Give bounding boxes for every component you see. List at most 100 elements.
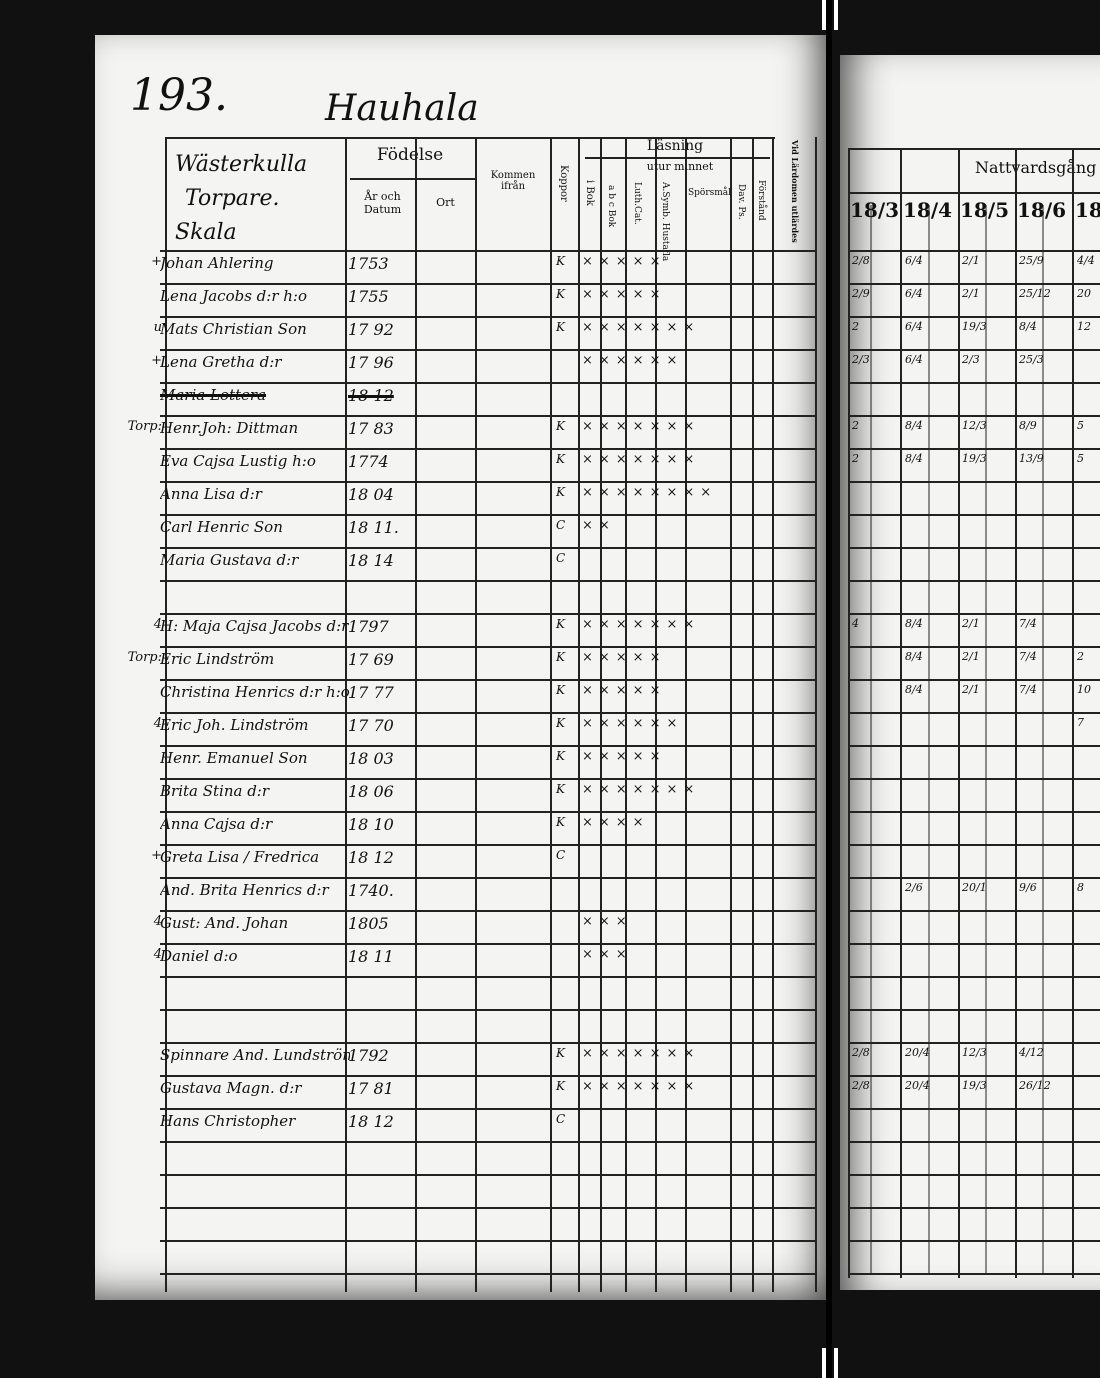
ruling-line [848,811,1100,813]
ruling-line [600,137,602,1292]
person-name: Maria Gustava d:r [160,551,299,569]
ruling-line [848,1174,1100,1176]
birth-year: 18 12 [348,848,394,867]
reading-marks: ××××× [582,683,667,698]
birth-year: 17 69 [348,650,394,669]
ruling-line [958,148,960,1278]
header-fodelse: Födelse [376,145,444,165]
reading-marks: ×××××××× [582,485,718,500]
ruling-line [900,148,902,1278]
birth-year: 18 04 [348,485,394,504]
ruling-line [160,1207,815,1209]
ruling-line [160,349,815,351]
smallpox-mark: K [556,617,565,631]
ruling-line [848,514,1100,516]
ruling-line [848,580,1100,582]
communion-entry: 26/12 [1019,1079,1051,1092]
person-name: Christina Henrics d:r h:o [160,683,350,701]
communion-entry: 2/1 [962,287,980,300]
ruling-line [625,137,627,1292]
ruling-line [848,1273,1100,1275]
margin-note: + [151,848,162,863]
smallpox-mark: K [556,287,565,301]
person-name: Carl Henric Son [160,518,283,536]
communion-entry: 19/3 [962,320,987,333]
margin-note: Torp: [127,650,162,665]
communion-entry: 5 [1077,419,1084,432]
smallpox-mark: K [556,683,565,697]
communion-entry: 13/9 [1019,452,1044,465]
ruling-line [848,148,1100,150]
ruling-line [848,1108,1100,1110]
reading-marks: ××× [582,947,633,962]
ruling-line [160,943,815,945]
person-name: And. Brita Henrics d:r [160,881,329,899]
birth-year: 17 96 [348,353,394,372]
ruling-line [752,137,754,1292]
ruling-line [655,137,657,1292]
communion-entry: 12/3 [962,1046,987,1059]
ruling-line [848,679,1100,681]
smallpox-mark: K [556,254,565,268]
communion-entry: 9/6 [1019,881,1037,894]
header-kommen: Kommen ifrån [490,170,536,192]
ruling-line [160,745,815,747]
person-name: Gustava Magn. d:r [160,1079,302,1097]
ruling-line [160,1009,815,1011]
place-title: Hauhala [325,88,479,129]
communion-entry: 8/4 [905,650,923,663]
smallpox-mark: K [556,320,565,334]
person-name: Mats Christian Son [160,320,307,338]
ruling-line [160,1075,815,1077]
ruling-line [350,178,475,180]
household-line: Wästerkulla [175,152,308,177]
person-name: Daniel d:o [160,947,238,965]
communion-entry: 5 [1077,452,1084,465]
ruling-line [848,283,1100,285]
ruling-line [160,976,815,978]
communion-entry: 19/3 [962,452,987,465]
communion-entry: 2/1 [962,683,980,696]
reading-marks: ××××× [582,287,667,302]
person-name: Greta Lisa / Fredrica [160,848,320,866]
ruling-line [160,811,815,813]
communion-entry: 25/3 [1019,353,1044,366]
ruling-line [870,205,872,1275]
communion-entry: 6/4 [905,353,923,366]
ruling-line [848,448,1100,450]
ruling-line [160,316,815,318]
communion-year-header: 18/5 [960,198,1009,222]
communion-entry: 2/3 [962,353,980,366]
smallpox-mark: C [556,518,566,532]
person-name: Eric Lindström [160,650,275,668]
reading-marks: ××××× [582,749,667,764]
ruling-line [160,910,815,912]
birth-year: 18 10 [348,815,394,834]
ruling-line [848,613,1100,615]
communion-entry: 7/4 [1019,683,1037,696]
ruling-line [165,137,775,139]
ruling-line [160,481,815,483]
person-name: H: Maja Cajsa Jacobs d:r [160,617,349,635]
ruling-line [1015,148,1017,1278]
birth-year: 1805 [348,914,389,933]
communion-entry: 19/3 [962,1079,987,1092]
reading-marks: ×× [582,518,616,533]
header-a-symb: A.Symb. Hustafla [660,182,670,262]
ruling-line [160,1141,815,1143]
communion-entry: 2/1 [962,617,980,630]
header-luth-cat: Luth.Cat. [632,182,642,225]
birth-year: 1740. [348,881,394,900]
communion-entry: 2/3 [852,353,870,366]
person-name: Anna Lisa d:r [160,485,262,503]
ruling-line [848,745,1100,747]
ruling-line [848,415,1100,417]
birth-year: 17 77 [348,683,394,702]
reading-marks: ××××××× [582,1079,701,1094]
ruling-line [160,547,815,549]
page-number: 193. [130,70,228,121]
ruling-line [848,646,1100,648]
ruling-line [848,943,1100,945]
ruling-line [848,976,1100,978]
ruling-line [415,137,417,1292]
